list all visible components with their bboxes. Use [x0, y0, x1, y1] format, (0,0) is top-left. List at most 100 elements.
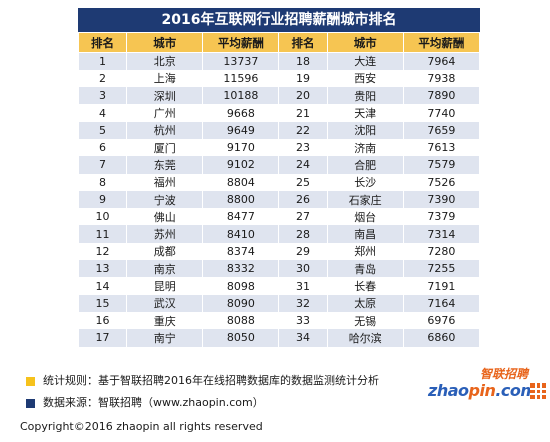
cell-city-right: 济南	[326, 138, 404, 157]
cell-rank-left: 12	[77, 242, 128, 261]
table-row: 2 上海 11596 19 西安 7938	[77, 69, 481, 88]
cell-salary-right: 7659	[402, 121, 481, 139]
header-rank-left: 排名	[77, 32, 128, 53]
cell-rank-left: 9	[77, 190, 128, 209]
zhaopin-logo: 智联招聘 zhaopin.com	[428, 365, 548, 409]
cell-rank-right: 34	[278, 329, 328, 347]
cell-salary-right: 7938	[402, 69, 481, 88]
table-header-row: 排名 城市 平均薪酬 排名 城市 平均薪酬	[77, 32, 481, 53]
cell-salary-right: 7613	[402, 138, 481, 157]
cell-city-right: 青岛	[326, 260, 404, 278]
cell-salary-left: 9102	[202, 156, 280, 174]
cell-salary-left: 8410	[202, 225, 280, 243]
cell-salary-left: 8098	[202, 277, 280, 295]
cell-city-left: 武汉	[126, 294, 204, 312]
cell-salary-left: 8332	[202, 260, 280, 278]
table-row: 11 苏州 8410 28 南昌 7314	[77, 225, 481, 243]
cell-rank-right: 27	[278, 208, 328, 226]
logo-brand-cn: 智联招聘	[480, 367, 529, 381]
cell-city-right: 沈阳	[326, 121, 404, 139]
cell-salary-right: 7255	[402, 260, 481, 278]
cell-rank-right: 23	[278, 138, 328, 157]
cell-city-left: 上海	[126, 69, 204, 88]
cell-city-left: 宁波	[126, 190, 204, 209]
cell-city-left: 福州	[126, 173, 204, 191]
cell-rank-right: 19	[278, 69, 328, 88]
table-row: 4 广州 9668 21 天津 7740	[77, 104, 481, 122]
table-row: 7 东莞 9102 24 合肥 7579	[77, 156, 481, 174]
cell-city-right: 大连	[326, 52, 404, 70]
cell-city-right: 长春	[326, 277, 404, 295]
cell-rank-right: 20	[278, 87, 328, 105]
cell-city-left: 广州	[126, 104, 204, 122]
cell-salary-right: 7390	[402, 190, 481, 209]
cell-salary-left: 8477	[202, 208, 280, 226]
cell-city-right: 合肥	[326, 156, 404, 174]
salary-ranking-table: 排名 城市 平均薪酬 排名 城市 平均薪酬 1 北京 13737 18 大连 7964 2 上…	[77, 32, 481, 347]
cell-city-left: 佛山	[126, 208, 204, 226]
cell-salary-left: 10188	[202, 87, 280, 105]
table-row: 15 武汉 8090 32 太原 7164	[77, 294, 481, 312]
logo-brand-en-b: .com	[495, 381, 537, 400]
cell-city-left: 深圳	[126, 87, 204, 105]
logo-brand-en-dot: pin	[468, 381, 496, 400]
cell-salary-left: 8374	[202, 242, 280, 261]
header-city-right: 城市	[326, 32, 404, 53]
cell-city-right: 长沙	[326, 173, 404, 191]
table-row: 16 重庆 8088 33 无锡 6976	[77, 311, 481, 330]
cell-rank-right: 30	[278, 260, 328, 278]
cell-rank-right: 31	[278, 277, 328, 295]
cell-salary-left: 13737	[202, 52, 280, 70]
cell-salary-left: 8090	[202, 294, 280, 312]
table-body: 1 北京 13737 18 大连 7964 2 上海 11596 19 西安 7938 3 深圳 10188…	[77, 52, 481, 347]
cell-rank-left: 1	[77, 52, 128, 70]
cell-rank-right: 22	[278, 121, 328, 139]
cell-rank-left: 16	[77, 311, 128, 330]
copyright-text: Copyright©2016 zhaopin all rights reserv…	[20, 420, 263, 433]
cell-salary-right: 7314	[402, 225, 481, 243]
cell-rank-right: 29	[278, 242, 328, 261]
table-row: 1 北京 13737 18 大连 7964	[77, 52, 481, 70]
cell-salary-right: 6976	[402, 311, 481, 330]
cell-salary-right: 7579	[402, 156, 481, 174]
cell-rank-left: 6	[77, 138, 128, 157]
cell-salary-left: 9170	[202, 138, 280, 157]
cell-rank-right: 26	[278, 190, 328, 209]
cell-rank-left: 14	[77, 277, 128, 295]
cell-rank-right: 33	[278, 311, 328, 330]
logo-grid-icon	[530, 383, 546, 399]
data-source-text: 数据来源：智联招聘（www.zhaopin.com）	[43, 396, 264, 409]
cell-salary-left: 8800	[202, 190, 280, 209]
cell-rank-left: 10	[77, 208, 128, 226]
cell-salary-left: 9668	[202, 104, 280, 122]
cell-rank-left: 3	[77, 87, 128, 105]
cell-salary-right: 7740	[402, 104, 481, 122]
header-salary-right: 平均薪酬	[402, 32, 481, 53]
cell-salary-left: 8050	[202, 329, 280, 347]
cell-salary-left: 8804	[202, 173, 280, 191]
cell-salary-right: 7280	[402, 242, 481, 261]
blue-square-icon	[26, 398, 35, 408]
cell-city-left: 重庆	[126, 311, 204, 330]
table-title: 2016年互联网行业招聘薪酬城市排名	[78, 8, 480, 32]
cell-salary-left: 9649	[202, 121, 280, 139]
cell-city-right: 无锡	[326, 311, 404, 330]
table-row: 14 昆明 8098 31 长春 7191	[77, 277, 481, 295]
cell-city-right: 郑州	[326, 242, 404, 261]
cell-city-left: 杭州	[126, 121, 204, 139]
cell-city-left: 成都	[126, 242, 204, 261]
data-source-note: 数据来源：智联招聘（www.zhaopin.com）	[26, 395, 264, 411]
table-row: 5 杭州 9649 22 沈阳 7659	[77, 121, 481, 139]
cell-city-right: 哈尔滨	[326, 329, 404, 347]
table-row: 17 南宁 8050 34 哈尔滨 6860	[77, 329, 481, 347]
header-city-left: 城市	[126, 32, 204, 53]
cell-city-left: 苏州	[126, 225, 204, 243]
cell-rank-right: 24	[278, 156, 328, 174]
cell-city-left: 北京	[126, 52, 204, 70]
cell-city-right: 天津	[326, 104, 404, 122]
cell-city-left: 厦门	[126, 138, 204, 157]
cell-salary-right: 7890	[402, 87, 481, 105]
cell-city-right: 贵阳	[326, 87, 404, 105]
cell-rank-left: 7	[77, 156, 128, 174]
cell-city-left: 东莞	[126, 156, 204, 174]
